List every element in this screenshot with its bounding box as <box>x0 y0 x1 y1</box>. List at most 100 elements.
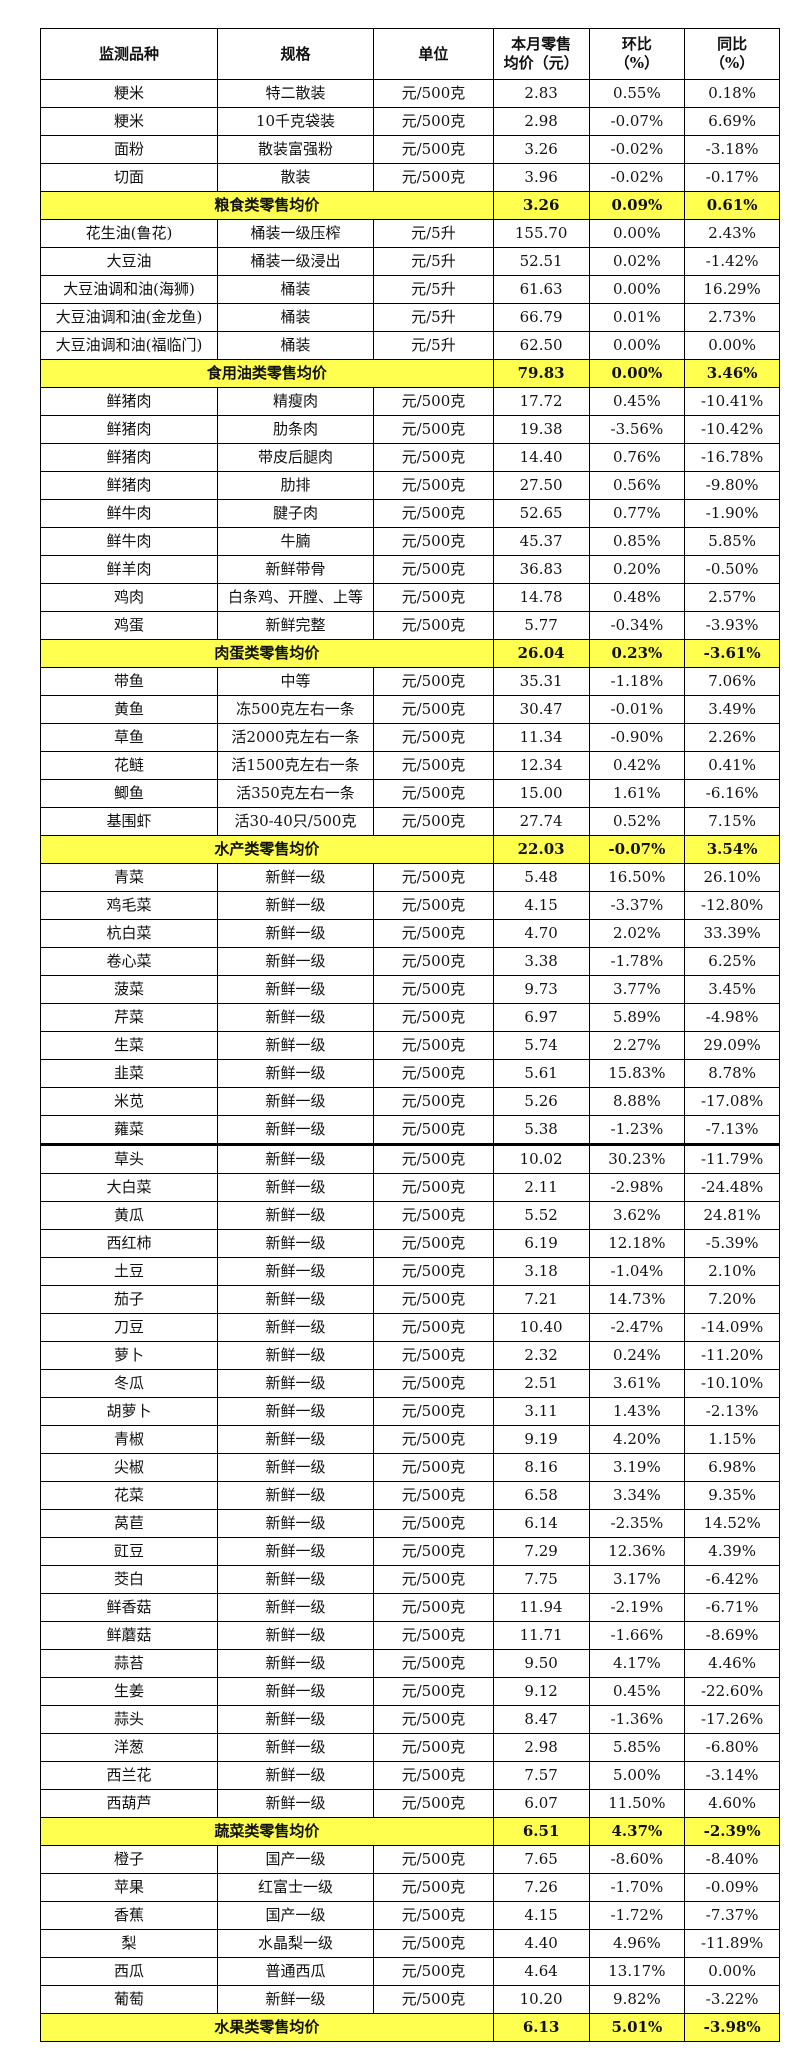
yoy-cell: -3.18% <box>684 135 780 164</box>
yoy-cell: -17.26% <box>684 1705 780 1734</box>
spec-cell: 新鲜一级 <box>216 1733 375 1762</box>
summary-avg-price: 3.26 <box>492 191 590 220</box>
mom-cell: 0.02% <box>588 247 686 276</box>
avg-price-cell: 61.63 <box>492 275 590 304</box>
spec-cell: 新鲜一级 <box>216 1031 375 1060</box>
mom-cell: -0.34% <box>588 611 686 640</box>
yoy-cell: -17.08% <box>684 1087 780 1116</box>
mom-cell: -2.35% <box>588 1509 686 1538</box>
avg-price-cell: 5.38 <box>492 1115 590 1145</box>
summary-yoy: 3.46% <box>684 359 780 388</box>
variety-cell: 鲜牛肉 <box>40 499 218 528</box>
unit-cell: 元/500克 <box>373 779 494 808</box>
summary-label: 粮食类零售均价 <box>40 191 494 220</box>
avg-price-cell: 7.57 <box>492 1761 590 1790</box>
spec-cell: 活350克左右一条 <box>216 779 375 808</box>
summary-avg-price: 79.83 <box>492 359 590 388</box>
mom-cell: 5.89% <box>588 1003 686 1032</box>
unit-cell: 元/500克 <box>373 163 494 192</box>
yoy-cell: 14.52% <box>684 1509 780 1538</box>
table-row: 生姜 新鲜一级 元/500克 9.12 0.45% -22.60% <box>40 1677 780 1706</box>
mom-cell: -1.78% <box>588 947 686 976</box>
variety-cell: 鲫鱼 <box>40 779 218 808</box>
unit-cell: 元/500克 <box>373 1901 494 1930</box>
mom-cell: 0.76% <box>588 443 686 472</box>
yoy-cell: -3.14% <box>684 1761 780 1790</box>
unit-cell: 元/500克 <box>373 1537 494 1566</box>
table-row: 橙子 国产一级 元/500克 7.65 -8.60% -8.40% <box>40 1845 780 1874</box>
unit-cell: 元/500克 <box>373 527 494 556</box>
mom-cell: -0.90% <box>588 723 686 752</box>
avg-price-cell: 11.94 <box>492 1593 590 1622</box>
yoy-cell: 3.45% <box>684 975 780 1004</box>
variety-cell: 鲜猪肉 <box>40 471 218 500</box>
avg-price-cell: 6.19 <box>492 1229 590 1258</box>
price-table: 监测品种 规格 单位 本月零售 均价（元） 环比 （%） 同比 （%） 粳米 特二散装元… <box>40 28 780 2042</box>
unit-cell: 元/5升 <box>373 219 494 248</box>
avg-price-cell: 3.18 <box>492 1257 590 1286</box>
yoy-cell: 0.41% <box>684 751 780 780</box>
table-row: 鸡毛菜 新鲜一级 元/500克 4.15 -3.37% -12.80% <box>40 891 780 920</box>
spec-cell: 新鲜一级 <box>216 1257 375 1286</box>
variety-cell: 鲜蘑菇 <box>40 1621 218 1650</box>
avg-price-cell: 2.32 <box>492 1341 590 1370</box>
spec-cell: 新鲜一级 <box>216 863 375 892</box>
unit-cell: 元/500克 <box>373 1313 494 1342</box>
spec-cell: 新鲜一级 <box>216 975 375 1004</box>
mom-cell: 30.23% <box>588 1143 686 1174</box>
avg-price-cell: 6.14 <box>492 1509 590 1538</box>
variety-cell: 杭白菜 <box>40 919 218 948</box>
unit-cell: 元/500克 <box>373 1087 494 1116</box>
unit-cell: 元/500克 <box>373 611 494 640</box>
spec-cell: 桶装 <box>216 303 375 332</box>
yoy-cell: -0.17% <box>684 163 780 192</box>
avg-price-cell: 35.31 <box>492 667 590 696</box>
variety-cell: 西葫芦 <box>40 1789 218 1818</box>
header-unit: 单位 <box>373 28 494 80</box>
avg-price-cell: 3.38 <box>492 947 590 976</box>
spec-cell: 牛腩 <box>216 527 375 556</box>
yoy-cell: -5.39% <box>684 1229 780 1258</box>
avg-price-cell: 7.65 <box>492 1845 590 1874</box>
summary-row: 蔬菜类零售均价 6.51 4.37% -2.39% <box>40 1817 780 1846</box>
spec-cell: 冻500克左右一条 <box>216 695 375 724</box>
spec-cell: 新鲜一级 <box>216 1621 375 1650</box>
variety-cell: 苹果 <box>40 1873 218 1902</box>
yoy-cell: 16.29% <box>684 275 780 304</box>
avg-price-cell: 5.74 <box>492 1031 590 1060</box>
summary-yoy: -3.98% <box>684 2013 780 2042</box>
unit-cell: 元/500克 <box>373 1929 494 1958</box>
spec-cell: 新鲜一级 <box>216 1229 375 1258</box>
variety-cell: 莴苣 <box>40 1509 218 1538</box>
unit-cell: 元/500克 <box>373 1257 494 1286</box>
mom-cell: 3.61% <box>588 1369 686 1398</box>
summary-mom: 0.00% <box>588 359 686 388</box>
yoy-cell: -24.48% <box>684 1173 780 1202</box>
unit-cell: 元/500克 <box>373 1115 494 1145</box>
variety-cell: 鸡蛋 <box>40 611 218 640</box>
yoy-cell: 6.98% <box>684 1453 780 1482</box>
table-row: 鸡蛋 新鲜完整 元/500克 5.77 -0.34% -3.93% <box>40 611 780 640</box>
mom-cell: 4.96% <box>588 1929 686 1958</box>
mom-cell: 12.18% <box>588 1229 686 1258</box>
table-row: 西兰花 新鲜一级 元/500克 7.57 5.00% -3.14% <box>40 1761 780 1790</box>
mom-cell: 3.19% <box>588 1453 686 1482</box>
unit-cell: 元/500克 <box>373 695 494 724</box>
variety-cell: 西红柿 <box>40 1229 218 1258</box>
variety-cell: 大豆油调和油(金龙鱼) <box>40 303 218 332</box>
spec-cell: 新鲜一级 <box>216 1509 375 1538</box>
unit-cell: 元/500克 <box>373 975 494 1004</box>
spec-cell: 桶装一级压榨 <box>216 219 375 248</box>
variety-cell: 面粉 <box>40 135 218 164</box>
variety-cell: 鲜香菇 <box>40 1593 218 1622</box>
table-row: 茄子 新鲜一级 元/500克 7.21 14.73% 7.20% <box>40 1285 780 1314</box>
avg-price-cell: 7.29 <box>492 1537 590 1566</box>
spec-cell: 新鲜一级 <box>216 1593 375 1622</box>
table-row: 鲜猪肉 肋条肉 元/500克 19.38 -3.56% -10.42% <box>40 415 780 444</box>
yoy-cell: -3.93% <box>684 611 780 640</box>
yoy-cell: 4.60% <box>684 1789 780 1818</box>
spec-cell: 新鲜一级 <box>216 1173 375 1202</box>
summary-label: 蔬菜类零售均价 <box>40 1817 494 1846</box>
mom-cell: -8.60% <box>588 1845 686 1874</box>
avg-price-cell: 5.61 <box>492 1059 590 1088</box>
